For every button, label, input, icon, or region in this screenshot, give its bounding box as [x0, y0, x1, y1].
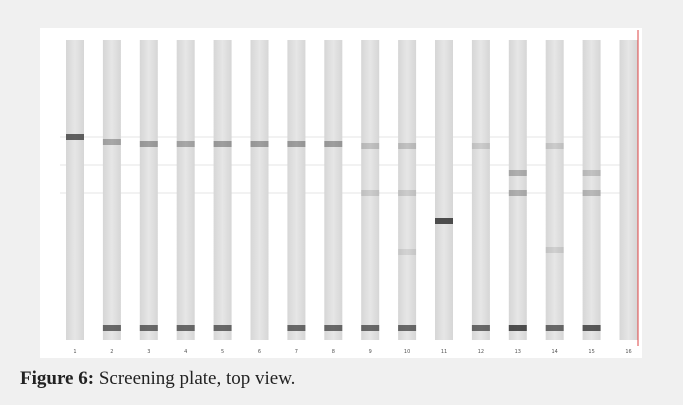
band	[583, 170, 601, 176]
band	[214, 141, 232, 147]
band	[287, 141, 305, 147]
lane-label: 11	[441, 349, 447, 355]
band	[361, 325, 379, 331]
lane-label: 8	[332, 349, 335, 355]
lane	[546, 40, 564, 340]
band	[435, 218, 453, 224]
band	[398, 325, 416, 331]
band	[472, 143, 490, 149]
band	[214, 325, 232, 331]
band	[361, 190, 379, 196]
lane	[324, 40, 342, 340]
band	[140, 325, 158, 331]
band	[324, 325, 342, 331]
lane-label: 16	[625, 349, 631, 355]
lane	[66, 40, 84, 340]
lane-label: 12	[478, 349, 484, 355]
lane-label: 5	[221, 349, 224, 355]
lane-label: 15	[588, 349, 594, 355]
band	[398, 249, 416, 255]
caption-label: Figure 6:	[20, 368, 94, 389]
band	[472, 325, 490, 331]
lane-label: 9	[369, 349, 372, 355]
lane	[472, 40, 490, 340]
caption: Figure 6: Screening plate, top view.	[20, 368, 295, 390]
band	[66, 134, 84, 140]
lane-label: 2	[110, 349, 113, 355]
lane	[103, 40, 121, 340]
lane-label: 13	[515, 349, 521, 355]
band	[361, 143, 379, 149]
lane-label: 7	[295, 349, 298, 355]
lane-label: 6	[258, 349, 261, 355]
band	[546, 325, 564, 331]
lane	[177, 40, 195, 340]
band	[103, 139, 121, 145]
band	[546, 247, 564, 253]
band	[509, 325, 527, 331]
figure-panel: 12345678910111213141516 Figure 6: Screen…	[0, 0, 683, 405]
lane	[140, 40, 158, 340]
lane	[214, 40, 232, 340]
band	[546, 143, 564, 149]
band	[177, 325, 195, 331]
band	[583, 190, 601, 196]
band	[509, 170, 527, 176]
band	[177, 141, 195, 147]
band	[398, 190, 416, 196]
lane-label: 14	[552, 349, 558, 355]
band	[324, 141, 342, 147]
band	[251, 141, 269, 147]
band	[398, 143, 416, 149]
lane	[620, 40, 638, 340]
lane	[287, 40, 305, 340]
band	[140, 141, 158, 147]
caption-text: Screening plate, top view.	[99, 368, 296, 389]
band	[583, 325, 601, 331]
band	[103, 325, 121, 331]
lane-label: 10	[404, 349, 410, 355]
lane-label: 4	[184, 349, 187, 355]
lane-label: 1	[73, 349, 76, 355]
lane-label: 3	[147, 349, 150, 355]
lane	[435, 40, 453, 340]
band	[509, 190, 527, 196]
band	[287, 325, 305, 331]
lane	[251, 40, 269, 340]
